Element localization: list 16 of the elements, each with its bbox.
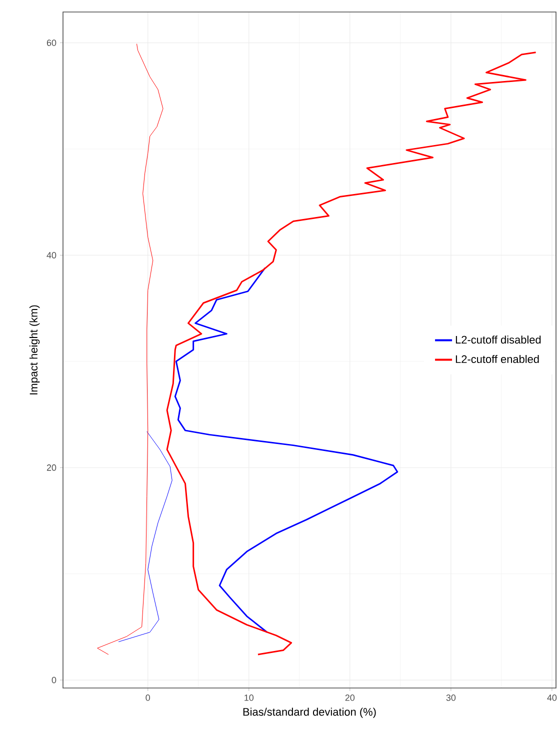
x-tick-label: 40 xyxy=(547,694,556,701)
y-tick-label: 20 xyxy=(46,464,56,471)
x-axis-title: Bias/standard deviation (%) xyxy=(243,708,376,718)
x-tick-label: 30 xyxy=(446,694,456,701)
line-series xyxy=(118,431,172,642)
x-tick-label: 0 xyxy=(146,694,150,701)
legend-label: L2-cutoff enabled xyxy=(456,354,539,364)
y-tick-label: 40 xyxy=(46,252,56,258)
y-tick-label: 60 xyxy=(46,40,56,46)
line-series xyxy=(174,267,398,633)
y-axis-title: Impact height (km) xyxy=(29,305,40,394)
line-series xyxy=(96,44,164,655)
legend-label: L2-cutoff disabled xyxy=(456,336,540,344)
x-tick-label: 10 xyxy=(244,694,254,701)
x-tick-label: 20 xyxy=(345,694,354,701)
y-tick-label: 0 xyxy=(52,676,56,684)
